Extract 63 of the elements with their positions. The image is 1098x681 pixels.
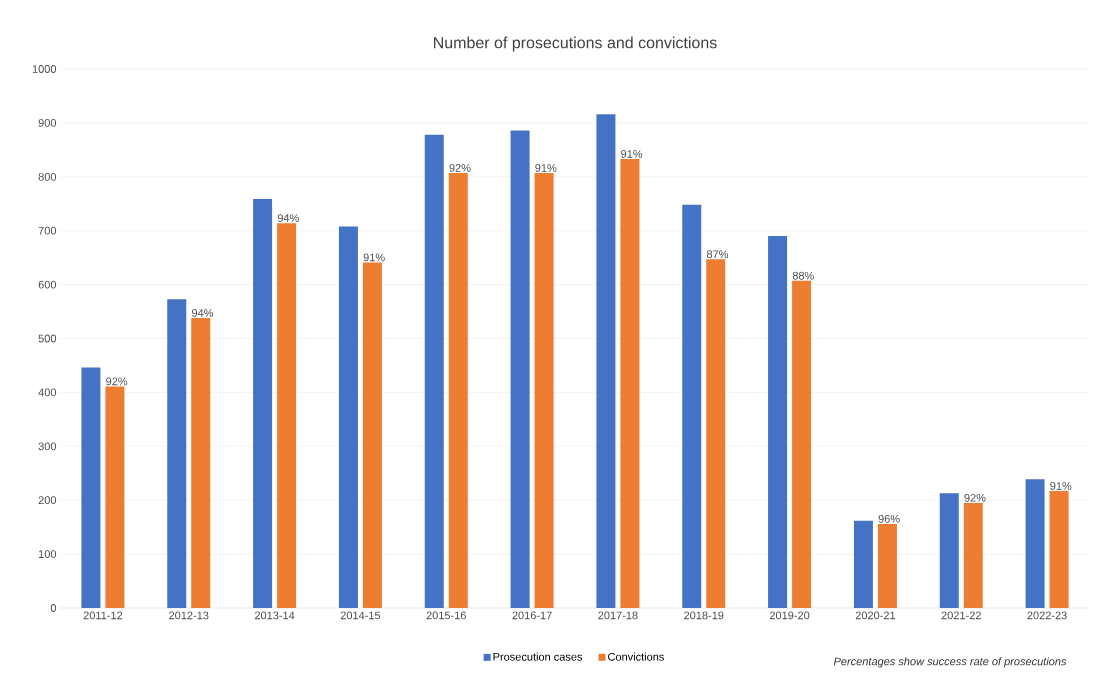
annotation: 88%	[792, 271, 814, 280]
x-tick-label: 2012-13	[169, 611, 209, 620]
bar	[191, 318, 211, 608]
bar	[853, 520, 873, 608]
bar	[277, 223, 297, 608]
bar	[1025, 479, 1045, 608]
y-tick-label: 900	[38, 118, 57, 127]
x-tick-label: 2016-17	[512, 611, 552, 620]
annotation: 92%	[106, 377, 128, 386]
y-tick-label: 100	[38, 550, 57, 558]
y-tick-label: 200	[38, 496, 57, 505]
annotation: 92%	[964, 493, 986, 502]
bar	[682, 204, 702, 608]
y-tick-label: 600	[38, 280, 57, 289]
annotation: 87%	[706, 250, 729, 259]
x-tick-label: 2022-23	[1027, 611, 1067, 620]
annotation: 91%	[535, 164, 557, 172]
x-tick-label: 2015-16	[426, 611, 466, 620]
x-tick-label: 2017-18	[598, 611, 638, 620]
bar	[877, 523, 897, 608]
bar	[706, 259, 726, 608]
bar	[81, 367, 101, 608]
annotation: 91%	[363, 253, 385, 262]
annotation: 91%	[621, 150, 643, 158]
bar	[338, 226, 358, 608]
y-tick-label: 300	[38, 442, 57, 451]
legend-label: Prosecution cases	[493, 652, 583, 661]
bar	[1049, 491, 1069, 608]
legend-label: Convictions	[608, 652, 664, 661]
bar	[424, 134, 444, 608]
bar	[963, 502, 983, 608]
bar	[534, 173, 554, 608]
bar	[167, 299, 187, 608]
x-tick-label: 2018-19	[684, 611, 724, 620]
bar	[768, 236, 788, 608]
bar	[596, 114, 616, 608]
annotation: 94%	[277, 214, 299, 222]
x-tick-label: 2019-20	[769, 611, 810, 620]
text: Percentages show success rate of prosecutions	[833, 657, 1067, 668]
bar	[510, 130, 530, 608]
bar	[939, 493, 959, 608]
bar	[362, 262, 382, 608]
bar	[620, 159, 640, 608]
x-tick-label: 2013-14	[254, 611, 295, 620]
bar	[105, 386, 125, 608]
bar	[253, 198, 273, 608]
y-tick-label: 0	[50, 604, 57, 612]
annotation: 96%	[878, 514, 900, 523]
bar	[448, 173, 468, 608]
y-tick-label: 400	[38, 388, 57, 397]
annotation: 94%	[191, 309, 214, 317]
x-tick-label: 2014-15	[340, 611, 381, 620]
x-tick-label: 2020-21	[855, 611, 896, 620]
annotation: 92%	[449, 164, 471, 172]
annotation: 91%	[1050, 482, 1072, 490]
y-tick-label: 1000	[32, 65, 57, 73]
y-tick-label: 700	[38, 226, 57, 235]
chart-title: Number of prosecutions and convictions	[434, 36, 717, 52]
y-tick-label: 500	[38, 334, 57, 343]
x-tick-label: 2011-12	[83, 611, 123, 620]
x-tick-label: 2021-22	[941, 611, 981, 620]
y-tick-label: 800	[38, 172, 57, 181]
bar	[792, 280, 812, 608]
